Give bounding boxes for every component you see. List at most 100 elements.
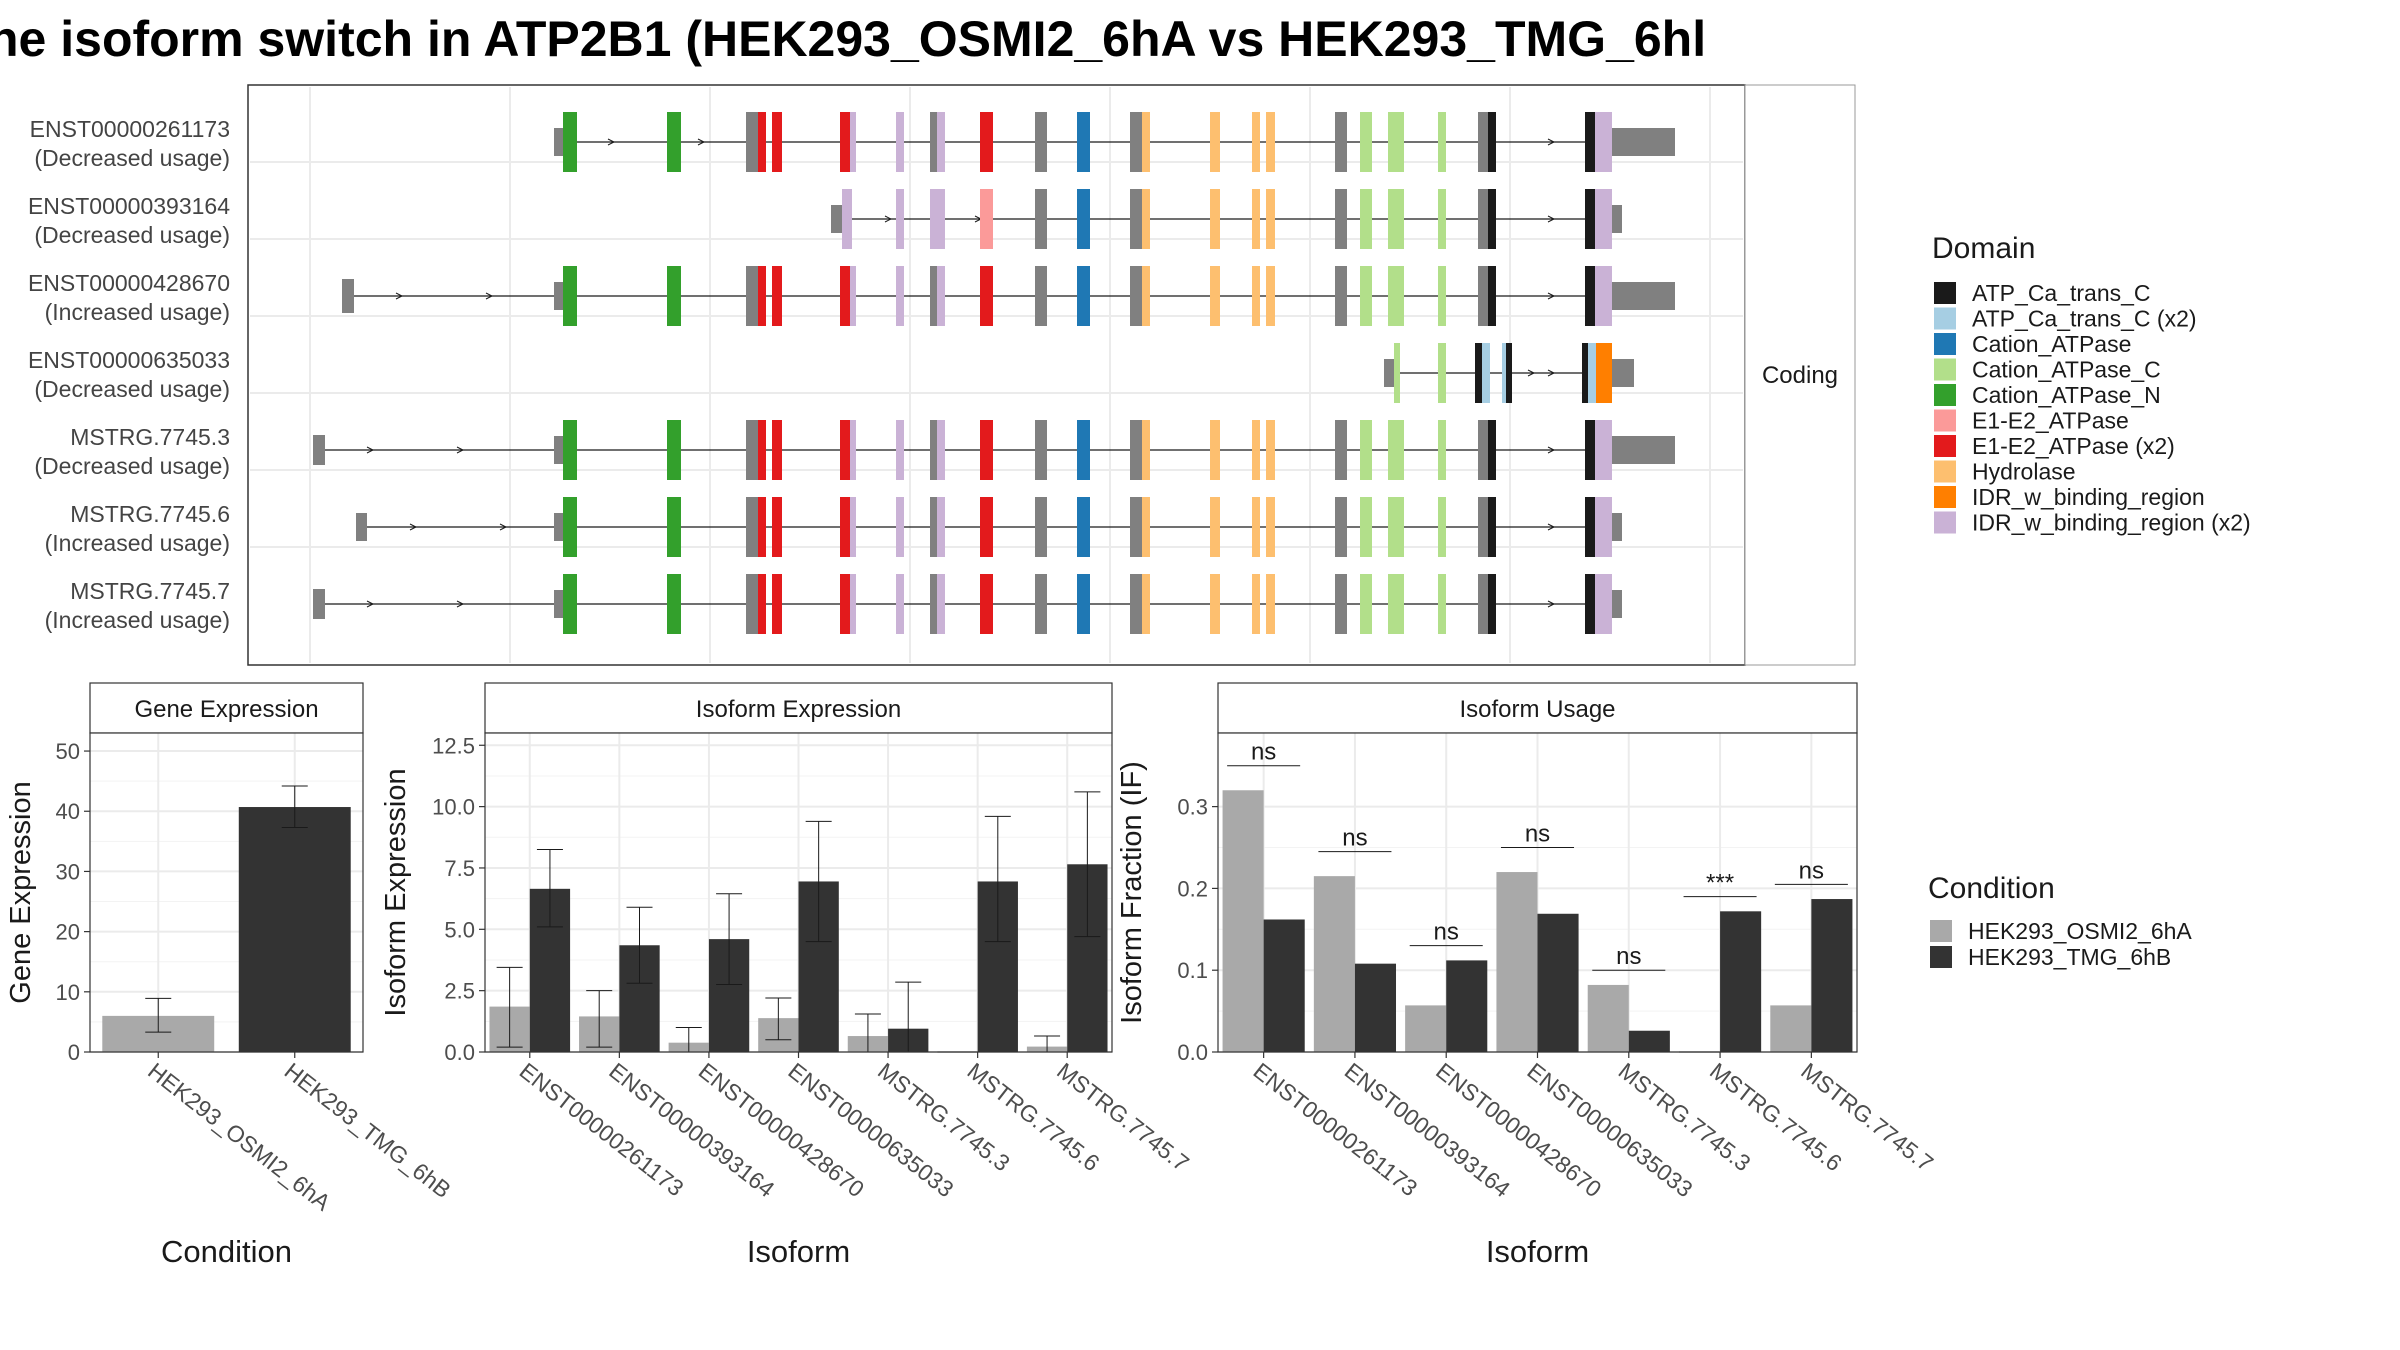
legend-label: Hydrolase — [1972, 459, 2076, 485]
bar — [1354, 963, 1397, 1052]
legend-label: HEK293_TMG_6hB — [1968, 944, 2171, 970]
isoform-expression-chart: Isoform Expression 0.0 2.5 5.0 7.5 10.0 12.5 EN… — [380, 682, 1194, 1269]
y-tick-label: 5.0 — [444, 917, 475, 942]
exon-cation-atpase-c — [1360, 189, 1372, 249]
x-tick-label: ENST00000635033 — [783, 1057, 958, 1202]
exon-hydrolase — [1210, 497, 1220, 557]
exon-atp-ca-trans-c — [1585, 497, 1595, 557]
x-tick-label: ENST00000261173 — [1249, 1057, 1423, 1201]
exon-e1-e2-atpase-x2 — [772, 497, 782, 557]
y-axis-title: Gene Expression — [5, 781, 37, 1003]
significance-label: ns — [1616, 943, 1641, 970]
bar — [1496, 872, 1538, 1052]
exon-idr-w-binding-region-x2 — [850, 112, 856, 172]
legend-swatch — [1934, 435, 1956, 457]
legend-swatch — [1934, 460, 1956, 483]
exon-utr — [930, 420, 937, 480]
y-tick-label: 40 — [56, 799, 80, 824]
exon-cation-atpase — [1077, 420, 1090, 480]
exon-e1-e2-atpase-x2 — [980, 266, 993, 326]
exon-utr — [1612, 513, 1622, 541]
exon-utr — [1035, 420, 1047, 480]
exon-cation-atpase-c — [1438, 420, 1446, 480]
exon-hydrolase — [1252, 112, 1260, 172]
exon-e1-e2-atpase — [980, 189, 993, 249]
exon-utr — [1035, 574, 1047, 634]
legend-swatch — [1934, 307, 1956, 330]
domain-legend-title: Domain — [1932, 232, 2035, 265]
plot-border — [1217, 732, 1858, 1053]
bar — [1720, 911, 1762, 1052]
exon-idr-w-binding-region-x2 — [1595, 420, 1612, 480]
isoform-row-id: ENST00000393164 — [28, 193, 230, 219]
legend-label: E1-E2_ATPase (x2) — [1972, 433, 2175, 459]
exon-utr — [930, 497, 937, 557]
intron-arrow — [884, 215, 893, 223]
significance-label: ns — [1799, 857, 1824, 884]
y-tick-label: 7.5 — [444, 856, 475, 881]
exon-utr — [1612, 205, 1622, 233]
isoform-row-id: MSTRG.7745.3 — [70, 424, 230, 450]
legend-swatch — [1930, 946, 1952, 968]
exon-utr — [1612, 282, 1675, 310]
exon-cation-atpase — [1077, 574, 1090, 634]
isoform-row-status: (Decreased usage) — [34, 145, 230, 171]
exon-utr — [930, 112, 937, 172]
exon-cation-atpase-c — [1388, 497, 1404, 557]
exon-cation-atpase-c — [1360, 266, 1372, 326]
exon-e1-e2-atpase-x2 — [772, 266, 782, 326]
exon-utr — [1478, 189, 1488, 249]
significance-label: ns — [1525, 821, 1550, 848]
panel-strip — [484, 682, 1113, 734]
exon-cation-atpase-c — [1360, 112, 1372, 172]
exon-cation-atpase-c — [1394, 343, 1400, 403]
x-tick-label: ENST00000635033 — [1522, 1057, 1697, 1202]
intron-arrow — [499, 523, 508, 531]
exon-hydrolase — [1252, 497, 1260, 557]
significance-label: ns — [1342, 825, 1367, 852]
panel-title: Gene Expression — [134, 696, 318, 723]
exon-e1-e2-atpase-x2 — [758, 574, 766, 634]
y-tick-label: 10.0 — [432, 795, 475, 820]
exon-idr-w-binding-region-x2 — [1595, 112, 1612, 172]
exon-atp-ca-trans-c — [1585, 112, 1595, 172]
exon-e1-e2-atpase-x2 — [758, 266, 766, 326]
exon-cation-atpase-c — [1388, 189, 1404, 249]
exon-hydrolase — [1252, 266, 1260, 326]
y-tick-label: 0.3 — [1177, 795, 1208, 820]
y-tick-label: 0.1 — [1177, 958, 1208, 983]
x-tick-label: ENST00000393164 — [1340, 1057, 1515, 1202]
structure-plot-area — [247, 84, 1746, 666]
intron-arrow — [1547, 369, 1556, 377]
exon-cation-atpase-n — [667, 112, 681, 172]
condition-legend-title: Condition — [1928, 872, 2055, 905]
exon-hydrolase — [1252, 574, 1260, 634]
structure-row: ENST00000393164 (Decreased usage) — [28, 189, 1622, 249]
legend-swatch — [1934, 333, 1956, 355]
exon-idr-w-binding-region — [1596, 343, 1612, 403]
exon-hydrolase — [1252, 189, 1260, 249]
structure-row: ENST00000261173 (Decreased usage) — [30, 112, 1675, 172]
isoform-row-id: ENST00000635033 — [28, 347, 230, 373]
intron-arrow — [395, 292, 404, 300]
exon-cation-atpase-n — [563, 497, 577, 557]
y-tick-label: 0.0 — [1177, 1040, 1208, 1065]
exon-utr — [1478, 112, 1488, 172]
significance-label: *** — [1706, 870, 1734, 897]
exon-utr — [1612, 128, 1675, 156]
significance-label: ns — [1251, 739, 1276, 766]
legend-swatch — [1934, 282, 1956, 304]
exon-atp-ca-trans-c — [1585, 574, 1595, 634]
bar — [1537, 913, 1579, 1052]
exon-cation-atpase-n — [667, 497, 681, 557]
exon-cation-atpase-c — [1388, 574, 1404, 634]
structure-strip — [1744, 84, 1856, 666]
exon-hydrolase — [1252, 420, 1260, 480]
x-axis-title: Condition — [161, 1234, 292, 1269]
exon-utr — [1335, 497, 1347, 557]
isoform-row-id: ENST00000261173 — [30, 116, 230, 142]
exon-e1-e2-atpase-x2 — [980, 497, 993, 557]
exon-cation-atpase-c — [1360, 420, 1372, 480]
isoform-row-status: (Increased usage) — [45, 299, 230, 325]
